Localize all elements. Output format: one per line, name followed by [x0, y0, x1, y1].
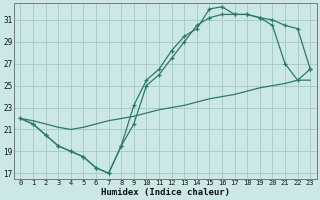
- X-axis label: Humidex (Indice chaleur): Humidex (Indice chaleur): [101, 188, 230, 197]
